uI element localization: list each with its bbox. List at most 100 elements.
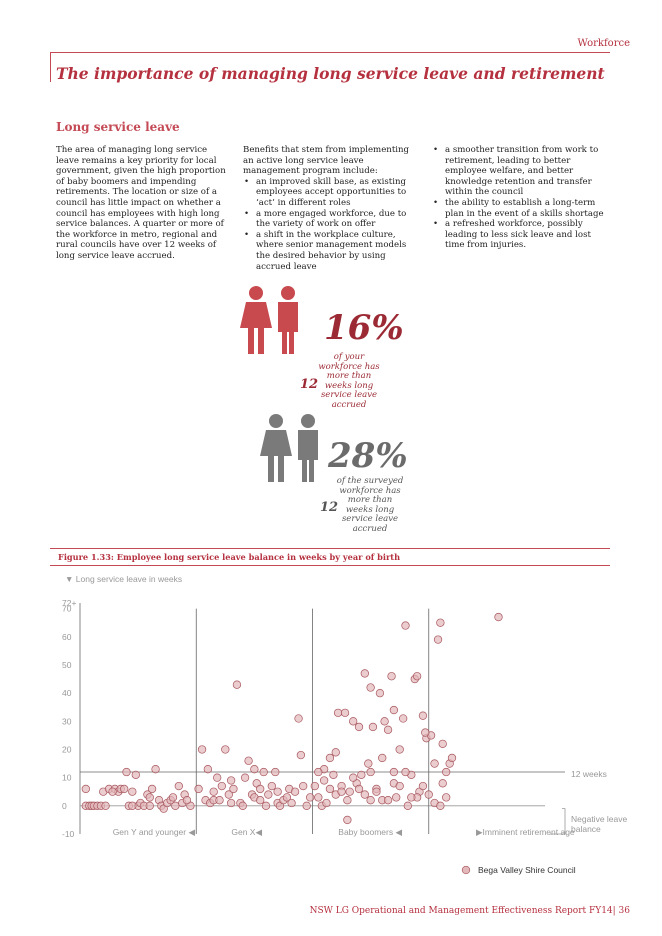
data-point [81,784,90,794]
data-point [345,787,354,796]
y-tick-label: -10 [62,829,75,839]
data-point [436,618,445,627]
data-point [271,767,280,777]
text-column-1: The area of managing long service leave … [56,145,232,262]
bullet-list: an improved skill base, as existing empl… [243,177,420,272]
data-point [447,753,457,763]
data-point [209,787,218,796]
data-point [217,781,226,791]
data-point [354,784,364,794]
section-tag: Workforce [577,38,630,49]
stat-percent: 16% [324,308,404,348]
group-label: Gen Y and younger ◀ [113,827,196,837]
data-point [194,784,203,794]
data-point [395,781,404,791]
list-item: a refreshed workforce, possibly leading … [432,219,612,251]
data-point [364,759,373,768]
data-point [366,767,375,777]
data-point [128,801,137,810]
y-axis-label: ▼ Long service leave in weeks [65,574,182,584]
data-point [232,680,242,689]
data-point [325,784,335,794]
data-point [256,784,265,794]
stat-line: weeks long [345,504,395,515]
data-point [372,787,381,796]
data-point [401,621,410,630]
data-point [287,798,296,808]
stat-line: workforce has [339,485,401,496]
figure-caption: Figure 1.33: Employee long service leave… [58,552,401,562]
figure-rule [50,565,610,566]
list-item: a smoother transition from work to retir… [432,145,612,198]
page-title: The importance of managing long service … [56,64,605,83]
data-point [389,767,399,777]
data-point [264,790,273,799]
data-point [366,683,375,692]
data-point [407,793,416,802]
data-point [174,781,183,791]
data-point [310,781,319,791]
data-point [250,765,259,774]
data-point [412,672,422,681]
negative-label: balance [571,824,601,834]
y-tick-label: 70 [62,604,72,614]
data-point [294,714,303,723]
people-icon [260,414,318,482]
data-point [442,767,451,777]
data-point [433,635,443,644]
data-point [331,748,340,757]
data-point [354,722,364,732]
data-point [368,722,378,732]
data-point [171,801,180,810]
data-point [224,790,233,799]
data-point [299,781,308,791]
stat-line: service leave [341,514,399,525]
data-point [340,708,350,718]
data-point [366,796,375,805]
list-item: the ability to establish a long-term pla… [432,198,612,219]
data-point [261,801,271,810]
list-item: a more engaged workforce, due to the var… [243,209,420,230]
data-point [273,787,282,796]
stat-percent: 28% [328,436,408,476]
list-item: an improved skill base, as existing empl… [243,177,420,209]
data-point [392,793,401,802]
data-point [357,770,366,779]
data-point [197,745,207,754]
paragraph: The area of managing long service leave … [56,145,226,261]
data-point [325,753,335,763]
data-point [213,773,222,782]
data-point [314,767,323,777]
data-point [203,765,213,774]
data-point [226,776,236,785]
header-rule-left [50,52,51,82]
stat-line: more than [347,495,393,506]
data-point [438,739,447,749]
data-point [389,705,399,715]
data-point [101,801,110,810]
legend-label: Bega Valley Shire Council [478,865,576,875]
data-point [421,728,430,737]
list-item: a shift in the workplace culture, where … [243,230,420,272]
data-point [349,773,358,782]
y-tick-label: 20 [62,744,72,754]
stat-description: of your workforce has more than weeks lo… [316,352,382,411]
data-point [430,759,439,768]
threshold-label: 12 weeks [571,769,607,779]
data-point [267,781,276,791]
stat-line: service leave [320,390,378,401]
stat-line: more than [326,371,372,382]
text-column-2: Benefits that stem from implementing an … [243,145,420,272]
data-point [418,781,428,791]
stat-line: accrued [331,399,367,410]
data-point [314,793,323,802]
y-tick-label: 30 [62,716,72,726]
data-point [424,790,433,799]
data-point [360,790,369,799]
data-point [343,815,352,825]
figure-rule [50,548,610,549]
data-point [387,672,396,681]
data-point [145,793,154,802]
data-point [302,801,311,810]
header-rule [50,52,610,53]
